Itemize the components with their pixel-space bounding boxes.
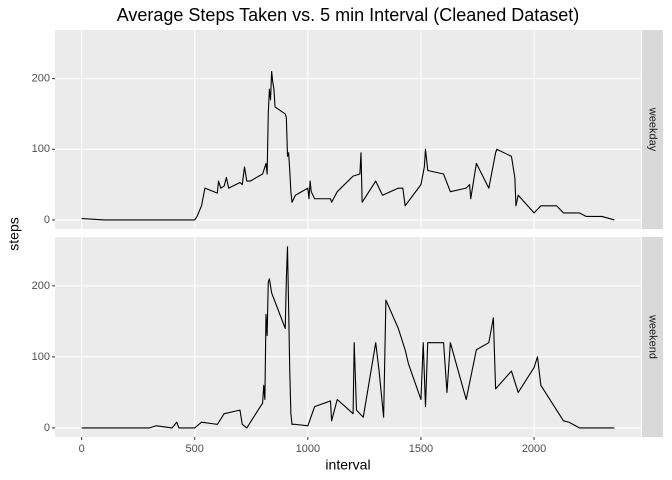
x-axis-title: interval xyxy=(325,457,370,473)
panel-background xyxy=(55,30,641,229)
y-tick-label: 100 xyxy=(32,143,50,155)
line xyxy=(81,71,615,221)
panel-background xyxy=(55,237,641,437)
x-tick-label: 0 xyxy=(79,443,85,455)
y-tick-label: 100 xyxy=(32,351,50,363)
facet-strip xyxy=(642,237,663,437)
x-tick-label: 500 xyxy=(186,443,204,455)
y-tick-label: 200 xyxy=(32,280,50,292)
x-tick-label: 1500 xyxy=(409,443,433,455)
y-tick-label: 0 xyxy=(44,214,50,226)
line xyxy=(81,246,615,429)
facet-label: weekday xyxy=(647,107,659,152)
x-tick-label: 2000 xyxy=(522,443,546,455)
chart-title: Average Steps Taken vs. 5 min Interval (… xyxy=(117,5,580,25)
x-tick-label: 1000 xyxy=(296,443,320,455)
y-axis-title: steps xyxy=(6,217,22,250)
y-tick-label: 200 xyxy=(32,73,50,85)
facet-strip xyxy=(642,30,663,229)
facet-label: weekend xyxy=(647,314,659,359)
y-tick-label: 0 xyxy=(44,422,50,434)
